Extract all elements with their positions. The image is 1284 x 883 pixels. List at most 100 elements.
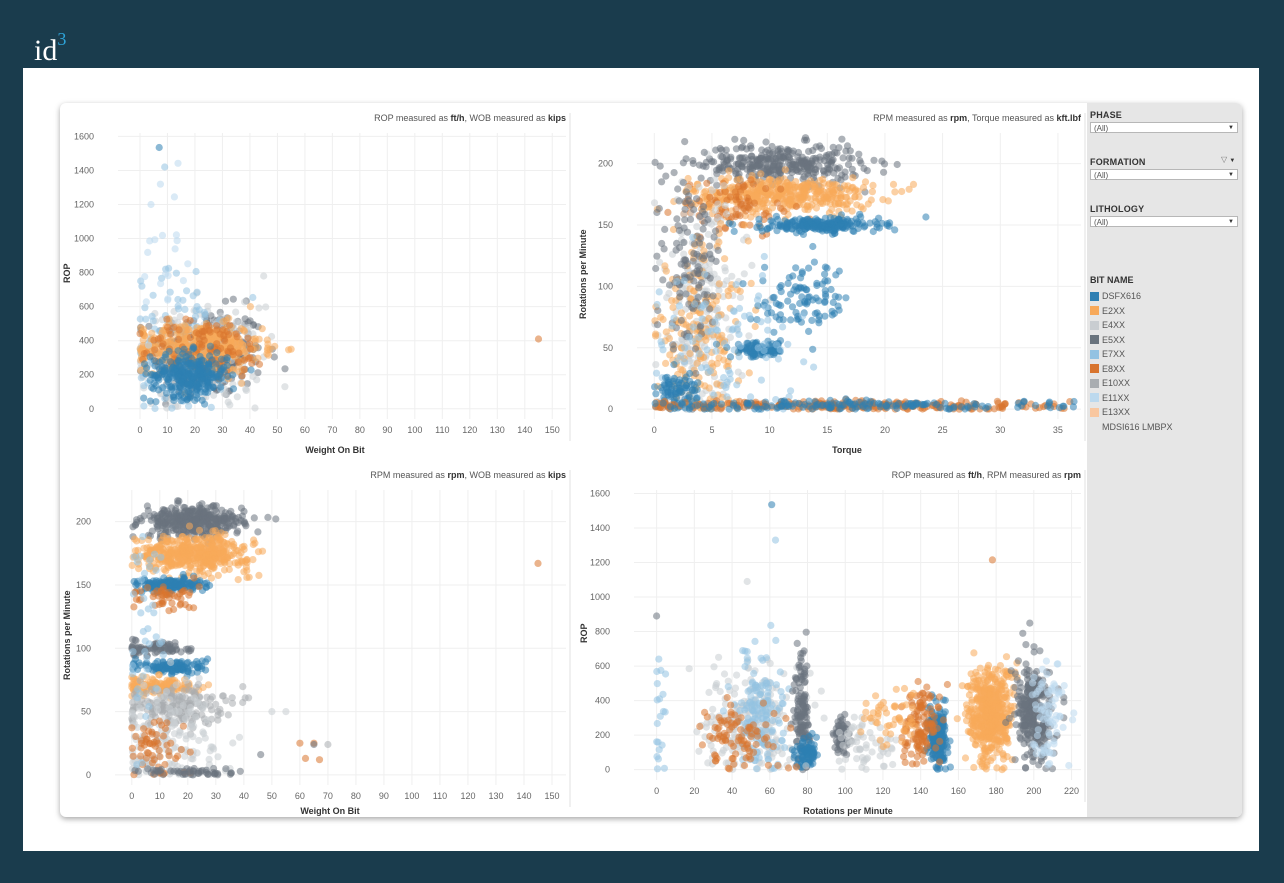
scatter-point <box>255 571 263 579</box>
scatter-point <box>838 185 846 193</box>
chart-rpm-vs-wob[interactable]: RPM measured as rpm, WOB measured as kip… <box>60 460 572 817</box>
x-tick-label: 110 <box>433 791 447 801</box>
scatter-point <box>800 221 808 229</box>
scatter-point <box>244 334 252 342</box>
scatter-point <box>281 383 289 391</box>
scatter-point <box>692 369 700 378</box>
scatter-point <box>685 405 693 413</box>
scatter-point <box>205 551 213 559</box>
scatter-point <box>171 512 179 520</box>
scatter-point <box>722 146 730 154</box>
scatter-point <box>898 187 906 196</box>
scatter-point <box>172 269 180 277</box>
scatter-point <box>150 589 158 598</box>
scatter-point <box>238 372 246 380</box>
scatter-point <box>179 277 187 285</box>
scatter-point <box>809 242 817 251</box>
scatter-point <box>811 225 819 233</box>
scatter-point <box>731 213 739 221</box>
scatter-point <box>752 162 761 170</box>
scatter-point <box>689 159 697 168</box>
scatter-point <box>176 601 184 609</box>
scatter-point <box>835 144 843 152</box>
scatter-point <box>176 313 184 321</box>
scatter-point <box>1017 402 1026 410</box>
scatter-point <box>686 215 695 223</box>
scatter-point <box>755 220 763 228</box>
scatter-point <box>186 333 194 342</box>
scatter-point <box>710 233 718 241</box>
x-tick-label: 90 <box>382 425 392 435</box>
scatter-point <box>175 497 183 505</box>
scatter-point <box>141 304 149 312</box>
scatter-point <box>777 402 785 410</box>
scatter-point <box>746 221 754 229</box>
scatter-point <box>767 217 775 225</box>
scatter-point <box>729 325 737 333</box>
scatter-point <box>252 343 261 352</box>
scatter-point <box>677 352 685 360</box>
scatter-point <box>703 364 711 372</box>
scatter-marks <box>136 143 543 413</box>
scatter-point <box>762 354 770 362</box>
scatter-point <box>760 340 768 348</box>
scatter-point <box>762 138 770 146</box>
scatter-point <box>192 267 200 276</box>
scatter-point <box>882 401 890 410</box>
y-tick-label: 200 <box>76 517 91 527</box>
scatter-point <box>730 227 738 235</box>
scatter-point <box>185 402 193 410</box>
x-tick-label: 5 <box>709 425 714 435</box>
scatter-point <box>192 507 200 515</box>
scatter-point <box>689 233 697 241</box>
scatter-point <box>254 369 262 377</box>
scatter-point <box>891 226 899 234</box>
scatter-point <box>933 401 941 409</box>
scatter-point <box>174 159 182 167</box>
scatter-point <box>775 301 783 309</box>
y-tick-label: 150 <box>598 220 613 230</box>
scatter-point <box>738 200 746 208</box>
scatter-point <box>821 290 830 298</box>
scatter-point <box>201 508 209 516</box>
scatter-point <box>182 645 190 653</box>
scatter-point <box>150 336 158 344</box>
scatter-point <box>859 205 867 213</box>
scatter-point <box>650 199 659 207</box>
x-tick-label: 110 <box>435 425 449 435</box>
scatter-point <box>860 164 868 173</box>
scatter-point <box>1031 401 1040 409</box>
scatter-point <box>136 315 144 323</box>
scatter-point <box>229 295 237 303</box>
scatter-point <box>764 326 772 334</box>
scatter-point <box>250 514 258 522</box>
scatter-point <box>678 399 686 407</box>
scatter-point <box>233 393 241 401</box>
y-tick-label: 200 <box>598 159 613 169</box>
scatter-point <box>177 378 185 386</box>
scatter-point <box>740 136 748 144</box>
scatter-point <box>726 369 734 377</box>
scatter-point <box>181 305 189 313</box>
scatter-point <box>712 227 720 235</box>
scatter-point <box>805 264 813 272</box>
scatter-point <box>828 307 836 315</box>
scatter-point <box>711 176 719 184</box>
x-tick-label: 120 <box>462 425 477 435</box>
scatter-point <box>883 220 891 228</box>
scatter-point <box>677 260 685 268</box>
chart-rop-vs-wob[interactable]: ROP measured as ft/h, WOB measured as ki… <box>60 103 572 460</box>
scatter-point <box>957 403 965 411</box>
scatter-point <box>714 200 722 208</box>
y-tick-label: 0 <box>86 770 91 780</box>
scatter-point <box>185 365 193 373</box>
dashboard: ROP measured as ft/h, WOB measured as ki… <box>60 103 1242 817</box>
scatter-point <box>794 167 802 175</box>
scatter-point <box>984 403 992 411</box>
scatter-point <box>828 230 837 238</box>
scatter-point <box>237 504 246 512</box>
scatter-point <box>209 374 218 382</box>
chart-rpm-vs-torque[interactable]: RPM measured as rpm, Torque measured as … <box>572 103 1087 460</box>
scatter-point <box>805 293 813 301</box>
